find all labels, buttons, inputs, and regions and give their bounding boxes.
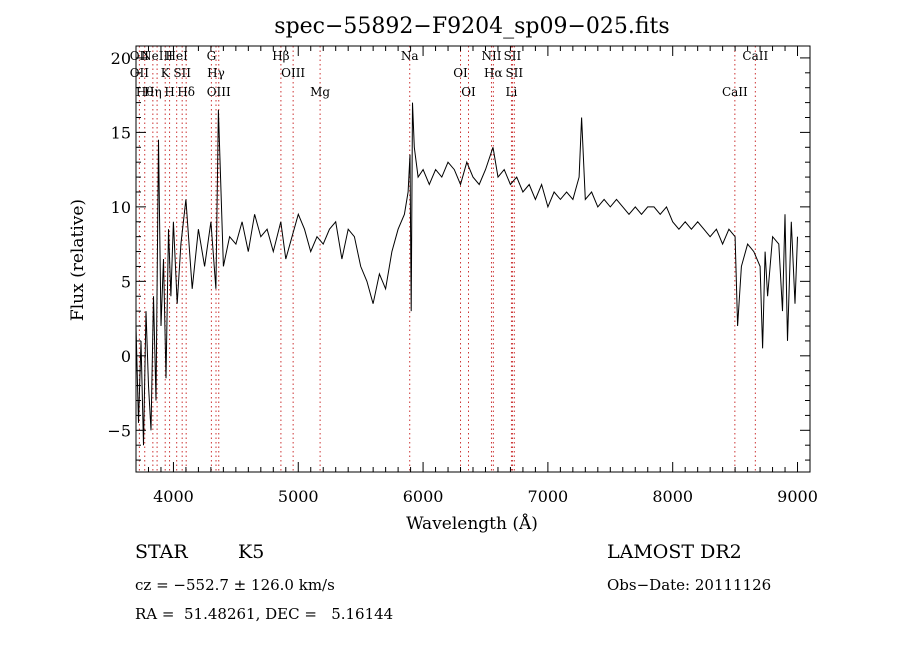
line-label: Na xyxy=(401,49,419,63)
line-label: OI xyxy=(461,85,476,99)
y-tick-label: 20 xyxy=(111,49,131,68)
x-tick-label: 9000 xyxy=(777,487,818,506)
line-label: Li xyxy=(506,85,518,99)
line-label: G xyxy=(207,49,217,63)
line-labels: OIIOIIHθHηNeIIIKHHeISIIHδGHγOIIIHβOIIIMg… xyxy=(130,49,769,99)
observation-date: Obs−Date: 20111126 xyxy=(607,576,772,594)
line-label: NeIII xyxy=(141,49,173,63)
y-tick-label: −5 xyxy=(107,421,131,440)
plot-frame xyxy=(135,45,811,473)
line-label: OI xyxy=(453,66,468,80)
spectrum-line xyxy=(135,102,798,446)
line-label: Mg xyxy=(310,85,330,99)
y-tick-label: 15 xyxy=(111,123,131,142)
x-tick-label: 6000 xyxy=(403,487,444,506)
line-label: SII xyxy=(505,66,523,80)
redshift-velocity: cz = −552.7 ± 126.0 km/s xyxy=(135,576,335,594)
line-label: Hδ xyxy=(177,85,195,99)
line-label: NII xyxy=(481,49,501,63)
y-tick-label: 10 xyxy=(111,198,131,217)
x-tick-label: 5000 xyxy=(278,487,319,506)
line-label: Hα xyxy=(484,66,503,80)
y-tick-label: 0 xyxy=(121,347,131,366)
x-tick-label: 7000 xyxy=(528,487,569,506)
x-axis-label: Wavelength (Å) xyxy=(406,513,538,534)
survey-name: LAMOST DR2 xyxy=(607,541,742,563)
line-label: SII xyxy=(504,49,522,63)
x-axis-ticks: 4000 5000 6000 7000 8000 9000 xyxy=(135,46,818,506)
emission-line-markers xyxy=(138,46,756,472)
line-label: OII xyxy=(130,49,150,63)
object-class: STAR xyxy=(135,541,188,563)
line-label: CaII xyxy=(742,49,768,63)
object-subclass: K5 xyxy=(238,541,265,563)
y-axis-ticks: −5 0 5 10 15 20 xyxy=(107,49,810,461)
line-label: OIII xyxy=(281,66,305,80)
line-label: OIII xyxy=(207,85,231,99)
x-tick-label: 8000 xyxy=(652,487,693,506)
y-axis-label: Flux (relative) xyxy=(68,199,88,321)
line-label: H xyxy=(164,85,174,99)
line-label: Hη xyxy=(144,85,162,99)
line-label: CaII xyxy=(722,85,748,99)
y-tick-label: 5 xyxy=(121,272,131,291)
line-label: K xyxy=(161,66,171,80)
coordinates: RA = 51.48261, DEC = 5.16144 xyxy=(135,605,394,623)
line-label: Hθ xyxy=(136,85,154,99)
x-tick-label: 4000 xyxy=(153,487,194,506)
chart-title: spec−55892−F9204_sp09−025.fits xyxy=(274,14,669,39)
line-label: Hβ xyxy=(272,49,289,63)
line-label: HeI xyxy=(166,49,189,63)
line-label: SII xyxy=(173,66,191,80)
line-label: Hγ xyxy=(207,66,225,80)
